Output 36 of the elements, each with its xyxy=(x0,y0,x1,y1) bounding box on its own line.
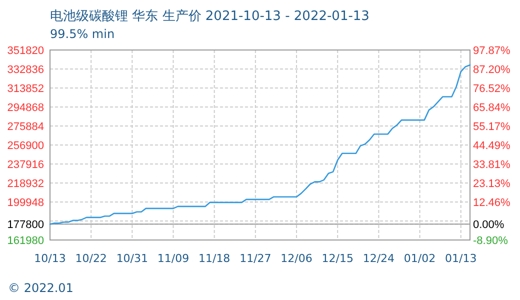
y2-tick-label: 97.87% xyxy=(473,45,511,57)
y-tick-label: 177800 xyxy=(7,219,44,232)
y2-tick-label: -8.90% xyxy=(473,235,508,247)
y2-tick-label: 44.49% xyxy=(473,140,511,152)
y-tick-label: 294868 xyxy=(7,102,44,114)
y-tick-label: 199948 xyxy=(7,197,44,209)
y-tick-label: 237916 xyxy=(7,159,44,171)
y2-tick-label: 76.52% xyxy=(473,82,511,95)
y-tick-label: 256900 xyxy=(7,140,44,152)
x-tick-label: 10/22 xyxy=(75,252,107,265)
y2-tick-label: 87.20% xyxy=(473,64,511,76)
x-tick-label: 11/18 xyxy=(198,252,230,265)
x-tick-label: 10/31 xyxy=(116,252,148,265)
y-tick-label: 351820 xyxy=(7,45,44,57)
y2-tick-label: 0.00% xyxy=(473,219,504,232)
y2-tick-label: 65.84% xyxy=(473,102,511,114)
title: 电池级碳酸锂 华东 生产价 2021-10-13 - 2022-01-13 xyxy=(50,9,370,24)
y2-tick-label: 33.81% xyxy=(473,158,511,171)
x-tick-label: 01/13 xyxy=(445,252,477,265)
y2-tick-label: 23.13% xyxy=(473,178,511,190)
y2-tick-label: 55.17% xyxy=(473,120,511,133)
y-tick-label: 218932 xyxy=(7,178,44,190)
x-tick-label: 12/15 xyxy=(322,252,354,265)
x-tick-label: 10/13 xyxy=(34,252,66,265)
y-tick-label: 161980 xyxy=(7,235,44,247)
y-tick-label: 332836 xyxy=(7,64,44,76)
y-tick-label: 313852 xyxy=(7,83,44,95)
x-tick-label: 12/06 xyxy=(280,252,312,265)
x-tick-label: 12/24 xyxy=(362,252,395,265)
x-tick-label: 11/09 xyxy=(157,252,190,265)
subtitle: 99.5% min xyxy=(50,27,115,41)
annotation: © 2022.01 xyxy=(8,281,74,295)
x-tick-label: 11/27 xyxy=(240,252,272,265)
y2-tick-label: 12.46% xyxy=(473,196,511,209)
x-tick-label: 01/02 xyxy=(404,252,436,265)
y-tick-label: 275884 xyxy=(7,121,44,133)
